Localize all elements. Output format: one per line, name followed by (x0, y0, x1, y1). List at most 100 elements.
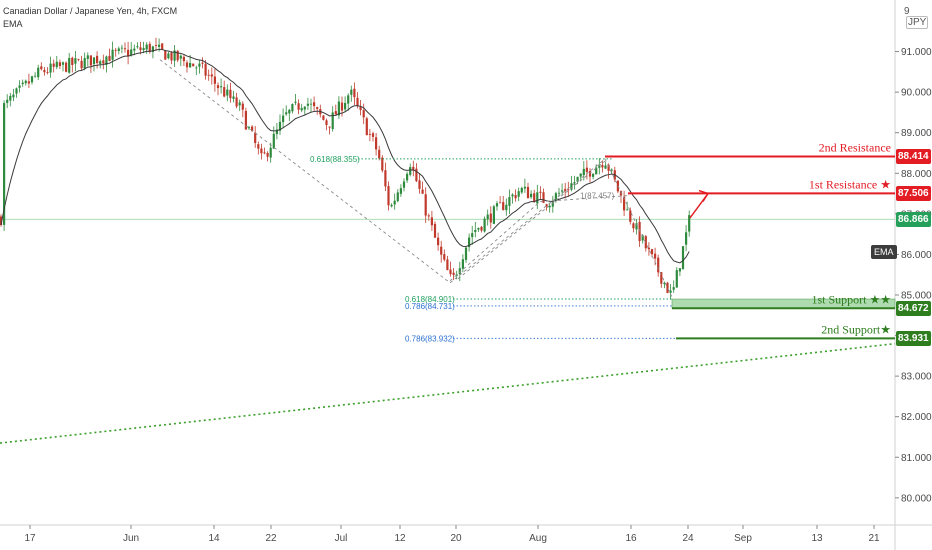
level-price-badge: 88.414 (896, 148, 931, 164)
candle-body (632, 223, 635, 229)
candle-body (427, 215, 430, 217)
candle-body (86, 55, 89, 59)
y-tick-label: 86.000 (901, 250, 932, 261)
candle-body (229, 89, 232, 99)
candle-body (80, 60, 83, 69)
candle-body (285, 112, 288, 115)
indicator-label: EMA (3, 19, 23, 29)
candle-body (210, 74, 213, 77)
candle-body (260, 148, 263, 154)
candle-body (201, 62, 204, 64)
candle-body (362, 110, 365, 118)
candle-body (37, 67, 40, 78)
candle-body (300, 108, 303, 111)
candle-body (40, 66, 43, 70)
candle-body (554, 193, 557, 201)
candle-body (294, 101, 297, 103)
candle-body (133, 48, 136, 51)
currency-label: 9 JPY (904, 6, 932, 29)
ema-tag[interactable]: EMA (871, 245, 897, 260)
level-price-badge: 87.506 (896, 185, 931, 201)
candle-body (514, 195, 517, 199)
candle-body (111, 49, 114, 60)
level-price-badge: 83.931 (896, 330, 931, 346)
candle-body (678, 268, 681, 272)
x-tick-label: Jun (123, 533, 139, 544)
candle-body (43, 69, 46, 73)
fib-level-label: 0.618(84.901) (405, 295, 455, 304)
candle-body (89, 55, 92, 66)
candle-body (359, 106, 362, 111)
candle-body (619, 190, 623, 196)
candle-body (390, 204, 393, 207)
candle-body (148, 43, 151, 52)
candle-body (626, 209, 629, 211)
candle-body (241, 103, 244, 110)
candle-body (161, 43, 164, 50)
candle-body (371, 133, 375, 137)
candle-body (384, 170, 387, 187)
x-tick-label: 22 (265, 533, 277, 544)
candle-body (666, 282, 669, 293)
candle-body (480, 226, 483, 231)
x-tick-label: Aug (529, 533, 547, 544)
candle-body (468, 237, 471, 248)
candle-body (561, 190, 564, 192)
y-tick-label: 80.000 (901, 493, 932, 504)
candle-body (595, 167, 598, 175)
candle-body (123, 48, 127, 50)
candle-body (96, 55, 99, 64)
candle-body (474, 229, 477, 233)
candle-body (365, 118, 368, 136)
candle-body (164, 50, 167, 60)
candle-body (282, 115, 285, 123)
level-label: 2nd Resistance (819, 140, 891, 154)
candle-body (244, 110, 247, 130)
candle-body (517, 191, 520, 197)
candle-body (235, 97, 238, 107)
candle-body (446, 259, 449, 271)
candle-body (306, 103, 309, 106)
candle-body (489, 213, 492, 223)
candle-body (254, 132, 257, 144)
y-tick-label: 89.000 (901, 128, 932, 139)
candle-body (536, 192, 539, 204)
level-label: 1st Resistance ★ (809, 177, 891, 191)
candle-body (592, 173, 595, 177)
candle-body (52, 63, 55, 67)
candle-body (288, 109, 291, 114)
candle-body (247, 127, 251, 129)
candle-body (49, 63, 52, 73)
candle-body (579, 173, 582, 177)
candle-body (641, 235, 644, 241)
x-tick-label: 14 (208, 533, 220, 544)
projection-arrow-head (698, 189, 710, 202)
candle-body (12, 94, 15, 98)
candle-body (322, 115, 325, 120)
candle-body (226, 89, 229, 96)
candle-body (309, 103, 313, 105)
currency-code[interactable]: JPY (906, 16, 929, 29)
candle-body (570, 183, 573, 190)
candle-body (502, 202, 505, 210)
candle-body (154, 45, 158, 46)
candle-body (654, 253, 657, 259)
candle-body (74, 58, 77, 64)
candle-body (15, 88, 18, 94)
candle-body (139, 47, 142, 51)
candle-body (508, 197, 511, 206)
candle-body (576, 176, 579, 182)
y-tick-label: 82.000 (901, 412, 932, 423)
candle-body (269, 147, 272, 158)
candle-body (418, 180, 421, 189)
candle-body (486, 214, 489, 220)
candle-body (424, 194, 427, 216)
candle-body (266, 153, 269, 157)
x-tick-label: 13 (811, 533, 823, 544)
candle-body (170, 52, 173, 61)
candle-body (688, 215, 691, 232)
candle-body (34, 75, 37, 77)
candle-body (108, 55, 111, 61)
